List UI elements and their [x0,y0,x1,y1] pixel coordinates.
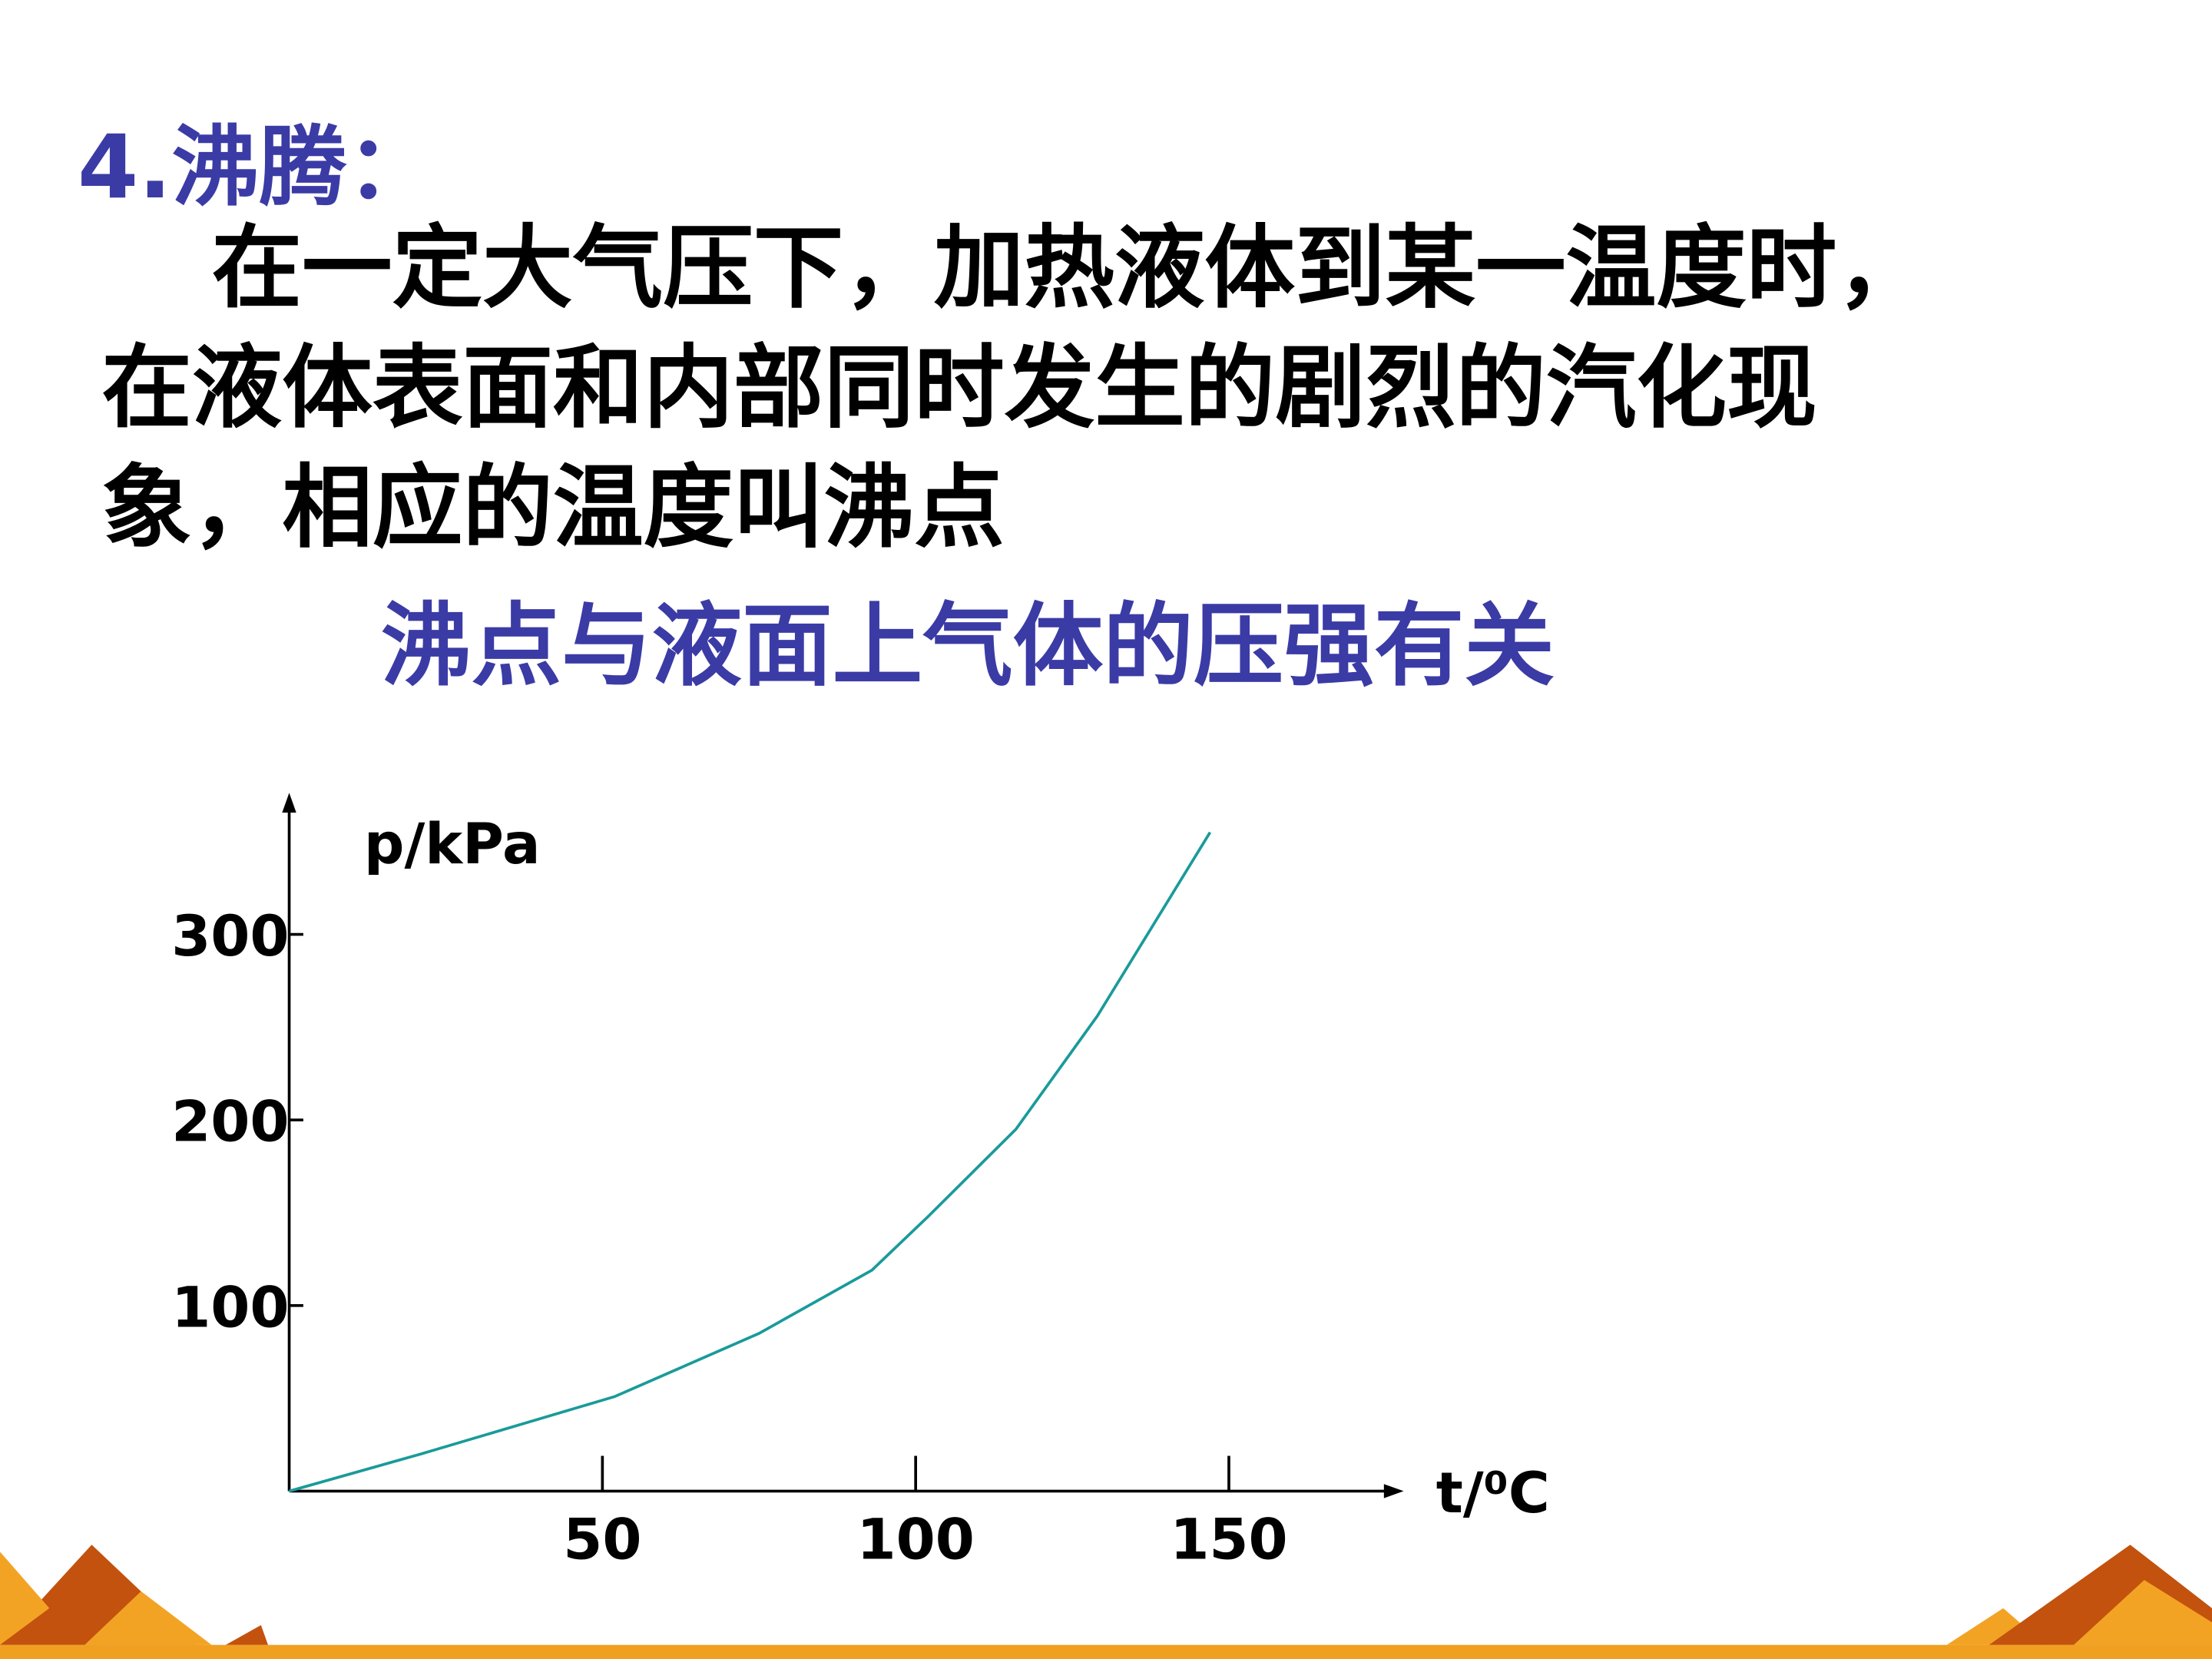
subheading: 沸点与液面上气体的压强有关 [381,594,1555,699]
x-tick-label: 150 [1170,1508,1287,1573]
y-arrow [282,793,296,813]
x-tick-label: 100 [857,1508,975,1573]
y-tick-label: 200 [171,1090,289,1155]
chart: p/kPa t/⁰C 100 200 300 50 100 150 [171,793,1550,1573]
decoration [0,1545,2212,1659]
paragraph-line: 象，相应的温度叫沸点 [101,455,1004,561]
x-tick-label: 50 [563,1508,641,1573]
x-arrow [1383,1484,1404,1498]
y-axis-label: p/kPa [364,812,541,877]
heading: 4.沸腾： [78,116,434,218]
x-axis-label: t/⁰C [1436,1461,1550,1526]
y-tick-label: 100 [171,1275,289,1340]
paragraph-line: 在液体表面和内部同时发生的剧烈的汽化现 [101,336,1816,441]
y-tick-label: 300 [171,904,289,969]
paragraph-line: 在一定大气压下，加热液体到某一温度时， [212,215,1927,320]
line [289,831,1212,1493]
